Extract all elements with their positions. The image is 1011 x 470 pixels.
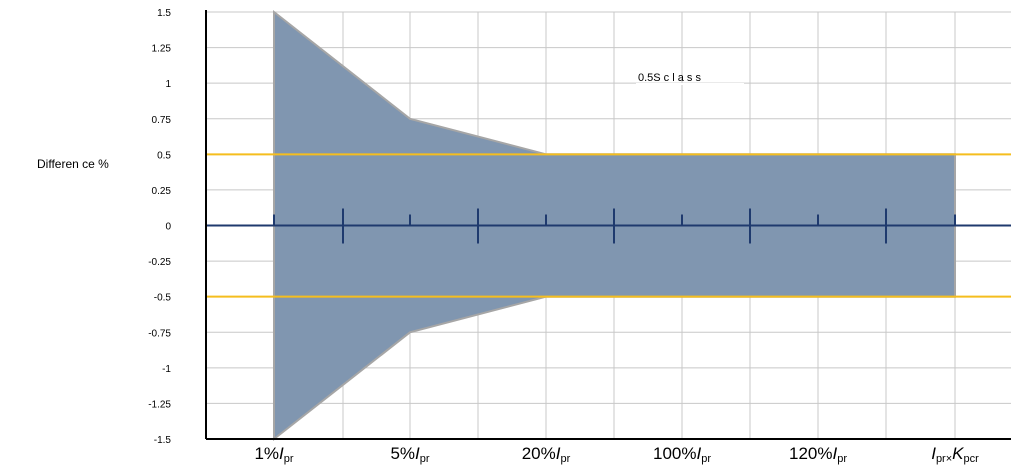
y-tick-label: 0.5 xyxy=(157,150,171,161)
y-tick-label: 1.25 xyxy=(152,44,172,55)
y-tick-label: -1.25 xyxy=(148,399,171,410)
y-tick-labels: 1.5 1.25 1 0.75 0.5 0.25 0 -0.25 -0.5 -0.75 -1 -1.2… xyxy=(148,8,171,446)
annotation-label: 0.5S c l a s s xyxy=(638,72,701,84)
y-tick-label: 1.5 xyxy=(157,8,171,19)
y-axis-label: Differen ce % xyxy=(37,157,109,171)
y-tick-label: 0.25 xyxy=(152,186,172,197)
reference-lines xyxy=(206,153,1011,298)
x-tick-label: 5%Ipr xyxy=(390,444,429,465)
x-tick-label: 100%Ipr xyxy=(653,444,711,465)
axes xyxy=(205,10,1011,440)
y-tick-label: -1 xyxy=(162,364,171,375)
y-tick-label: 0 xyxy=(165,222,171,233)
x-tick-label: 1%Ipr xyxy=(254,444,293,465)
x-tick-labels: 1%Ipr 5%Ipr 20%Ipr 100%Ipr 120%Ipr Ipr×Kpcr xyxy=(254,444,979,465)
y-tick-label: -1.5 xyxy=(154,435,172,446)
y-tick-label: 1 xyxy=(165,79,171,90)
annotation-box: 0.5S c l a s s xyxy=(636,72,744,85)
x-tick-label: 20%Ipr xyxy=(522,444,571,465)
zero-line-group xyxy=(206,208,1011,244)
x-tick-label: Ipr×Kpcr xyxy=(931,444,979,465)
y-tick-label: -0.25 xyxy=(148,257,171,268)
x-tick-label: 120%Ipr xyxy=(789,444,847,465)
y-tick-label: -0.75 xyxy=(148,328,171,339)
y-tick-label: 0.75 xyxy=(152,115,172,126)
y-tick-label: -0.5 xyxy=(154,293,172,304)
